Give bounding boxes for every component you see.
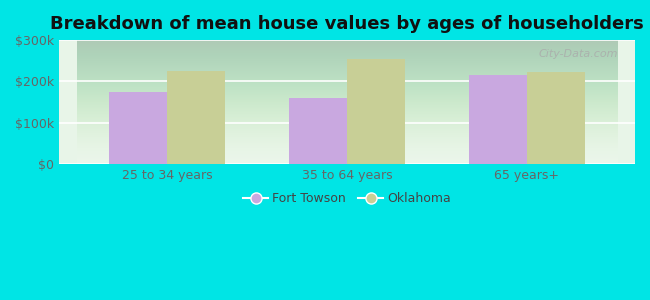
Bar [469, 75, 527, 164]
Bar [347, 59, 404, 164]
Bar [109, 92, 167, 164]
Title: Breakdown of mean house values by ages of householders: Breakdown of mean house values by ages o… [50, 15, 644, 33]
Bar [527, 72, 584, 164]
Legend: Fort Towson, Oklahoma: Fort Towson, Oklahoma [239, 187, 456, 210]
Text: City-Data.com: City-Data.com [538, 49, 617, 59]
Bar [167, 71, 225, 164]
Bar [289, 98, 347, 164]
